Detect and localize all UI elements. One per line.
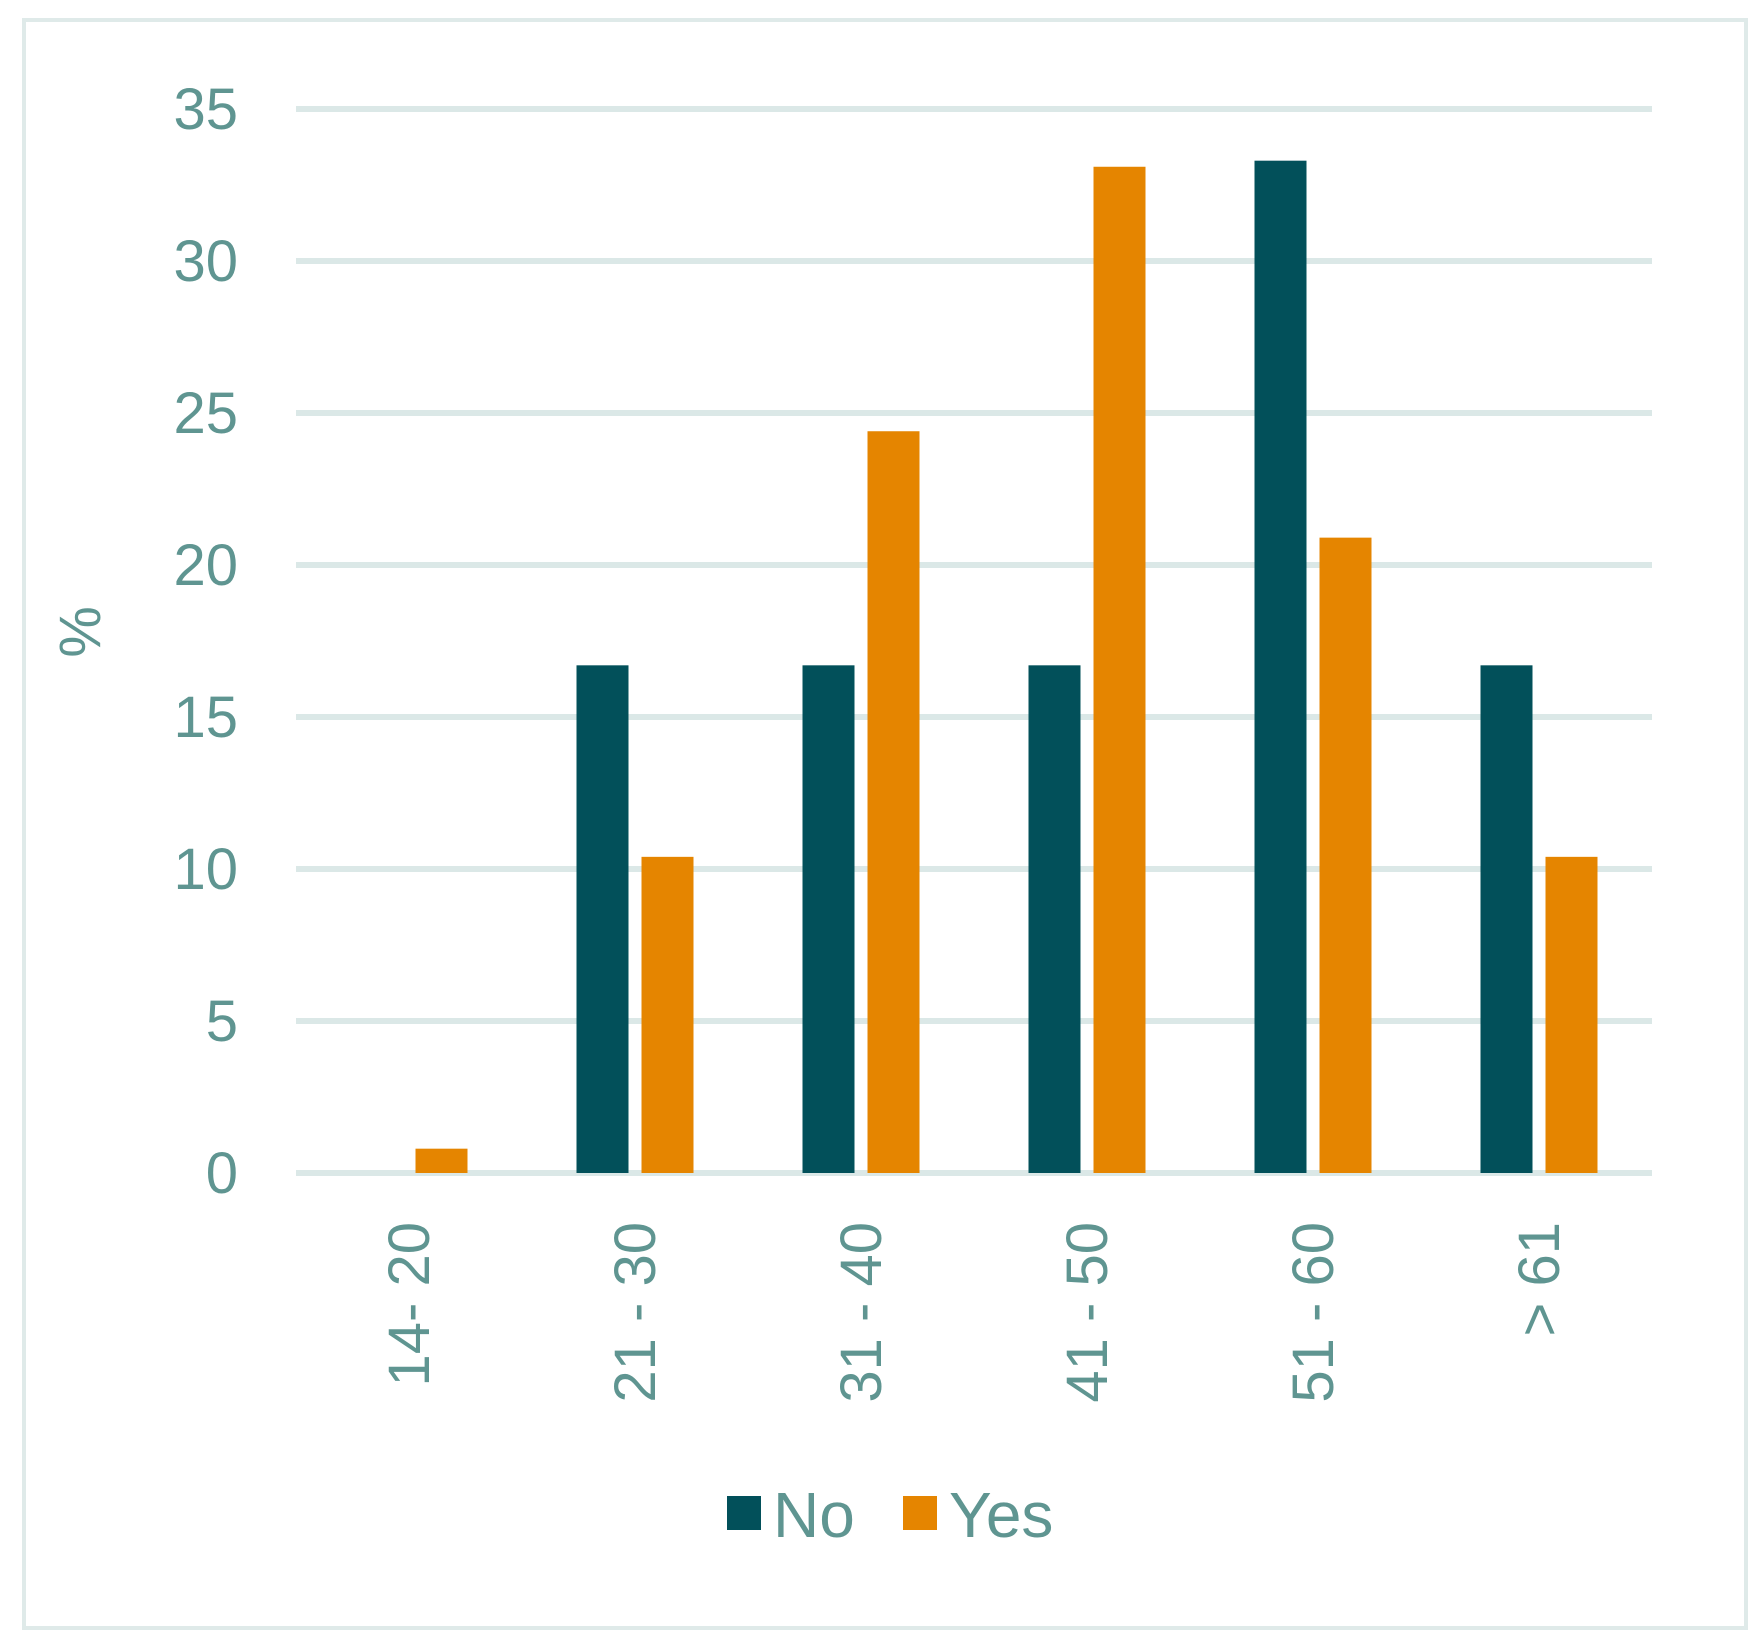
y-tick-label: 15 xyxy=(173,685,238,750)
x-tick-label: > 61 xyxy=(1507,1222,1572,1337)
bar-yes-2 xyxy=(867,431,920,1173)
x-tick-label: 41 - 50 xyxy=(1055,1222,1120,1403)
y-tick-label: 25 xyxy=(173,381,238,446)
bar-no-4 xyxy=(1254,160,1307,1173)
y-axis-label: % xyxy=(48,606,113,658)
bars xyxy=(415,160,1598,1173)
x-tick-label: 31 - 40 xyxy=(829,1222,894,1403)
bar-yes-0 xyxy=(415,1148,468,1173)
y-axis-ticks: 0 5 10 15 20 25 30 35 xyxy=(173,77,238,1206)
legend: No Yes xyxy=(727,1479,1053,1551)
gridlines xyxy=(296,106,1652,1176)
x-tick-label: 51 - 60 xyxy=(1281,1222,1346,1403)
legend-swatch-yes xyxy=(903,1496,937,1530)
bar-no-5 xyxy=(1480,665,1533,1173)
y-tick-label: 30 xyxy=(173,229,238,294)
bar-no-2 xyxy=(802,665,855,1173)
legend-swatch-no xyxy=(727,1496,761,1530)
y-tick-label: 20 xyxy=(173,533,238,598)
y-tick-label: 10 xyxy=(173,837,238,902)
legend-label-yes: Yes xyxy=(949,1479,1053,1551)
x-tick-label: 21 - 30 xyxy=(603,1222,668,1403)
y-tick-label: 35 xyxy=(173,77,238,142)
bar-no-1 xyxy=(576,665,629,1173)
bar-no-3 xyxy=(1028,665,1081,1173)
legend-label-no: No xyxy=(773,1479,855,1551)
y-tick-label: 0 xyxy=(206,1141,238,1206)
x-tick-label: 14- 20 xyxy=(377,1222,442,1386)
bar-yes-4 xyxy=(1319,537,1372,1173)
y-tick-label: 5 xyxy=(206,989,238,1054)
bar-yes-5 xyxy=(1545,856,1598,1173)
bar-yes-3 xyxy=(1093,166,1146,1173)
x-axis-ticks: 14- 20 21 - 30 31 - 40 41 - 50 51 - 60 > 61 xyxy=(377,1222,1572,1403)
bar-yes-1 xyxy=(641,856,694,1173)
